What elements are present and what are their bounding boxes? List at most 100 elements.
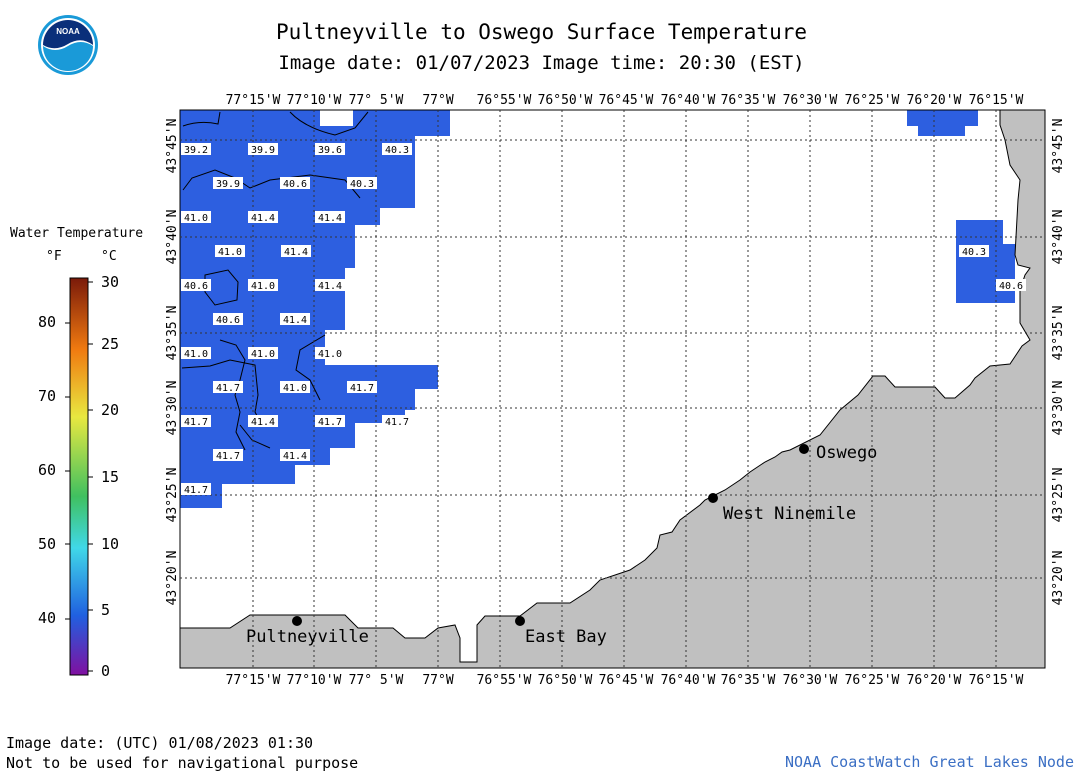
temperature-label: 41.0 xyxy=(215,245,245,258)
temperature-value: 39.6 xyxy=(318,145,342,156)
legend-c-label: 5 xyxy=(101,601,111,619)
temperature-value: 39.9 xyxy=(216,179,240,190)
footer-credit: NOAA CoastWatch Great Lakes Node xyxy=(785,753,1074,771)
temperature-label: 41.7 xyxy=(181,483,211,496)
temperature-label: 41.0 xyxy=(248,347,278,360)
temperature-label: 40.6 xyxy=(996,279,1026,292)
svg-text:77°15'W: 77°15'W xyxy=(226,673,281,688)
svg-text:43°40'N: 43°40'N xyxy=(165,210,180,265)
temperature-label: 41.7 xyxy=(315,415,345,428)
temperature-value: 41.4 xyxy=(251,417,275,428)
temperature-label: 41.0 xyxy=(315,347,345,360)
temperature-label: 41.7 xyxy=(213,449,243,462)
temperature-value: 41.4 xyxy=(318,281,342,292)
temperature-label: 41.4 xyxy=(281,245,311,258)
svg-text:76°40'W: 76°40'W xyxy=(661,93,716,108)
temperature-label: 41.4 xyxy=(280,313,310,326)
svg-text:76°40'W: 76°40'W xyxy=(661,673,716,688)
temperature-value: 41.0 xyxy=(184,349,208,360)
temperature-value: 40.6 xyxy=(999,281,1023,292)
svg-text:43°40'N: 43°40'N xyxy=(1051,210,1066,265)
map-subtitle: Image date: 01/07/2023 Image time: 20:30… xyxy=(278,52,805,74)
noaa-logo: NOAA xyxy=(37,14,99,80)
temperature-label: 41.7 xyxy=(213,381,243,394)
svg-text:76°25'W: 76°25'W xyxy=(845,93,900,108)
svg-text:76°50'W: 76°50'W xyxy=(538,93,593,108)
legend-c-label: 0 xyxy=(101,662,111,680)
temperature-value: 39.2 xyxy=(184,145,208,156)
svg-text:43°25'N: 43°25'N xyxy=(165,468,180,523)
temperature-value: 41.7 xyxy=(385,417,409,428)
svg-text:77°W: 77°W xyxy=(422,673,453,688)
temperature-label: 41.0 xyxy=(248,279,278,292)
temperature-value: 41.0 xyxy=(218,247,242,258)
temperature-value: 39.9 xyxy=(251,145,275,156)
temperature-value: 41.7 xyxy=(184,417,208,428)
footer-disclaimer: Not to be used for navigational purpose xyxy=(6,754,359,772)
temperature-label: 40.6 xyxy=(280,177,310,190)
svg-text:77° 5'W: 77° 5'W xyxy=(349,673,404,688)
svg-text:43°30'N: 43°30'N xyxy=(165,381,180,436)
temperature-value: 41.7 xyxy=(318,417,342,428)
temperature-label: 41.4 xyxy=(248,415,278,428)
svg-text:43°35'N: 43°35'N xyxy=(1051,306,1066,361)
legend-unit-c: °C xyxy=(101,249,117,264)
temperature-label: 41.4 xyxy=(248,211,278,224)
temperature-value: 41.4 xyxy=(284,247,308,258)
svg-text:76°55'W: 76°55'W xyxy=(477,673,532,688)
temperature-label: 41.0 xyxy=(280,381,310,394)
svg-text:77°W: 77°W xyxy=(422,93,453,108)
temperature-value: 41.7 xyxy=(216,451,240,462)
temperature-label: 40.3 xyxy=(959,245,989,258)
temperature-label: 40.6 xyxy=(213,313,243,326)
temperature-label: 39.6 xyxy=(315,143,345,156)
temperature-label: 41.4 xyxy=(315,279,345,292)
temperature-label: 40.6 xyxy=(181,279,211,292)
svg-text:43°35'N: 43°35'N xyxy=(165,306,180,361)
longitude-labels: 77°15'W 77°10'W 77° 5'W 77°W 76°55'W 76°… xyxy=(226,93,1024,688)
city-markers: Oswego West Ninemile Pultneyville East B… xyxy=(246,443,877,647)
svg-text:76°35'W: 76°35'W xyxy=(721,673,776,688)
legend-f-label: 40 xyxy=(38,609,57,627)
footer-utc-date: Image date: (UTC) 01/08/2023 01:30 xyxy=(6,734,314,752)
temperature-value: 41.7 xyxy=(350,383,374,394)
legend-f-label: 80 xyxy=(38,313,57,331)
temperature-value: 40.3 xyxy=(350,179,374,190)
svg-text:77°15'W: 77°15'W xyxy=(226,93,281,108)
svg-text:43°30'N: 43°30'N xyxy=(1051,381,1066,436)
legend-c-label: 15 xyxy=(101,468,120,486)
map-panel: 77°15'W 77°10'W 77° 5'W 77°W 76°55'W 76°… xyxy=(165,93,1066,688)
temperature-value: 40.3 xyxy=(962,247,986,258)
city-marker-east-bay xyxy=(515,616,525,626)
map-frame xyxy=(179,109,1046,669)
temperature-label: 40.3 xyxy=(382,143,412,156)
temperature-value: 41.4 xyxy=(251,213,275,224)
legend-colorbar xyxy=(65,277,93,676)
temperature-labels: 39.2 39.9 39.6 40.3 39.9 40.6 40.3 41.0 41.4 41.4… xyxy=(181,143,1026,496)
temperature-label: 41.7 xyxy=(382,415,412,428)
legend-c-label: 30 xyxy=(101,273,120,291)
city-label-pultneyville: Pultneyville xyxy=(246,627,369,647)
svg-text:43°45'N: 43°45'N xyxy=(165,119,180,174)
temperature-value: 40.6 xyxy=(216,315,240,326)
svg-text:76°15'W: 76°15'W xyxy=(969,673,1024,688)
legend-f-label: 50 xyxy=(38,535,57,553)
temperature-value: 41.0 xyxy=(184,213,208,224)
svg-text:76°20'W: 76°20'W xyxy=(907,673,962,688)
svg-text:76°35'W: 76°35'W xyxy=(721,93,776,108)
temperature-label: 39.9 xyxy=(248,143,278,156)
svg-text:76°50'W: 76°50'W xyxy=(538,673,593,688)
temperature-value: 41.7 xyxy=(216,383,240,394)
temperature-label: 41.0 xyxy=(181,347,211,360)
temperature-value: 41.0 xyxy=(251,281,275,292)
temperature-label: 41.4 xyxy=(280,449,310,462)
svg-text:76°30'W: 76°30'W xyxy=(783,93,838,108)
svg-text:76°20'W: 76°20'W xyxy=(907,93,962,108)
temperature-value: 41.0 xyxy=(318,349,342,360)
legend-f-label: 60 xyxy=(38,461,57,479)
legend-title: Water Temperature xyxy=(10,226,144,241)
svg-text:76°30'W: 76°30'W xyxy=(783,673,838,688)
temperature-label: 39.9 xyxy=(213,177,243,190)
temperature-label: 41.0 xyxy=(181,211,211,224)
svg-text:43°45'N: 43°45'N xyxy=(1051,119,1066,174)
